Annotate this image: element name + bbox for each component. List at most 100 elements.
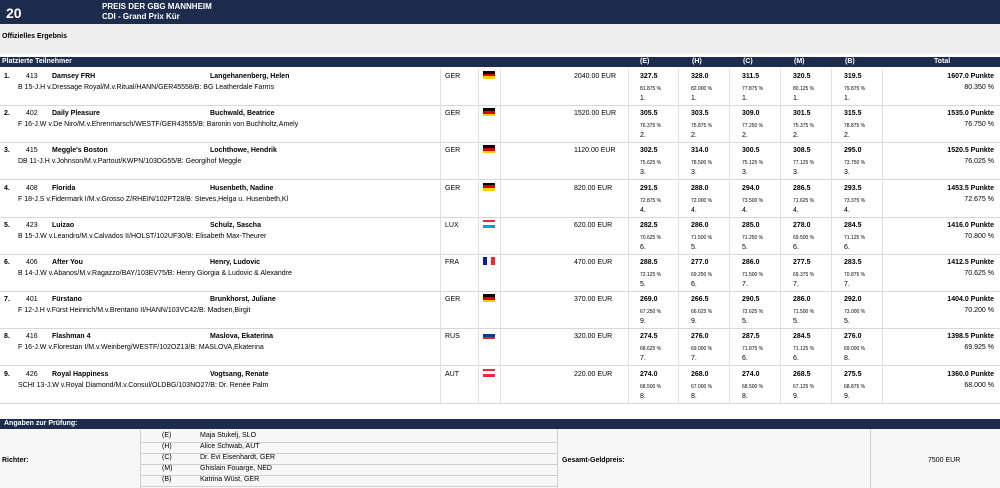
judge-score: 319.5 [844, 73, 862, 80]
judge-score: 300.5 [742, 147, 760, 155]
table-row: 8. 416 Flashman 4 Maslova, Ekaterina RUS 320.… [0, 329, 1000, 367]
judge-rank: 3. [844, 169, 850, 177]
horse-details: F 16-J.W v.De Niro/M.v.Ehrenmarsch/WESTF… [18, 121, 299, 129]
horse-name[interactable]: After You [52, 259, 83, 266]
judge-position: (M) [162, 465, 173, 472]
rider-name[interactable]: Henry, Ludovic [210, 259, 261, 266]
judge-percent: 73.375 % [844, 197, 866, 204]
horse-details: F 12-J.H v.Fürst Heinrich/M.v.Brentano I… [18, 307, 251, 315]
judge-percent: 75.875 % [691, 123, 713, 130]
flag-icon [483, 219, 495, 228]
rider-name[interactable]: Vogtsang, Renate [210, 370, 269, 378]
horse-name[interactable]: Luizao [52, 221, 75, 229]
flag-icon [483, 331, 495, 340]
judge-percent: 81.875 % [640, 86, 662, 92]
judge-score: 283.5 [844, 259, 862, 266]
judge-score: 305.5 [640, 110, 658, 118]
total-points: 1535.0 Punkte [947, 110, 994, 118]
horse-details: SCHI 13-J.W v.Royal Diamond/M.v.Consul/O… [18, 381, 269, 389]
judge-percent: 71.500 % [691, 234, 713, 241]
horse-name[interactable]: Damsey FRH [52, 73, 96, 80]
rider-name[interactable]: Langehanenberg, Helen [210, 73, 290, 80]
horse-name[interactable]: Meggle's Boston [52, 147, 108, 155]
judge-header-h: (H) [692, 58, 702, 65]
judge-percent: 70.625 % [640, 234, 662, 241]
judge-rank: 9. [793, 392, 799, 400]
judge-rank: 8. [742, 392, 748, 400]
judge-score: 290.5 [742, 296, 760, 304]
nation: GER [445, 73, 461, 80]
judge-score: 286.0 [793, 296, 811, 304]
judge-score: 291.5 [640, 184, 658, 192]
placing: 3. [4, 147, 10, 155]
total-percent: 70.625 % [964, 270, 994, 277]
judge-score: 277.0 [691, 259, 709, 266]
total-percent: 72.675 % [964, 195, 994, 203]
judge-percent: 76.375 % [640, 123, 662, 130]
rider-name[interactable]: Lochthowe, Hendrik [210, 147, 277, 155]
judge-percent: 79.875 % [844, 86, 866, 92]
prize-money: 2040.00 EUR [574, 73, 617, 80]
horse-name[interactable]: Royal Happiness [52, 370, 109, 378]
flag-icon [483, 108, 495, 117]
rider-name[interactable]: Schulz, Sascha [210, 221, 261, 229]
horse-name[interactable]: Flashman 4 [52, 333, 91, 341]
judge-score: 276.0 [691, 333, 709, 341]
judge-score: 276.0 [844, 333, 862, 341]
judge-rank: 5. [742, 318, 748, 326]
judge-rank: 6. [742, 355, 748, 363]
judge-rank: 2. [844, 132, 850, 140]
judge-position: (C) [162, 454, 172, 461]
total-points: 1416.0 Punkte [947, 221, 994, 229]
total-points: 1412.5 Punkte [947, 259, 994, 266]
table-row: 6. 406 After You Henry, Ludovic FRA 470.00 EU… [0, 255, 1000, 292]
table-row: 5. 423 Luizao Schulz, Sascha LUX 620.00 EUR B … [0, 217, 1000, 255]
nation: RUS [445, 333, 460, 341]
rider-name[interactable]: Buchwald, Beatrice [210, 110, 275, 118]
judge-score: 284.5 [793, 333, 811, 341]
nation: FRA [445, 259, 459, 266]
horse-name[interactable]: Florida [52, 184, 76, 192]
flag-icon [483, 145, 495, 154]
judge-rank: 5. [742, 243, 748, 251]
footer-header: Angaben zur Prüfung: [0, 419, 1000, 429]
start-number: 402 [26, 110, 38, 118]
horse-name[interactable]: Fürstano [52, 296, 82, 304]
start-number: 423 [26, 221, 38, 229]
judge-rank: 3. [742, 169, 748, 177]
judge-rank: 7. [742, 281, 748, 288]
competition-title: PREIS DER GBG MANNHEIM [102, 2, 212, 11]
judge-name: Alice Schwab, AUT [200, 443, 260, 450]
rider-name[interactable]: Maslova, Ekaterina [210, 333, 274, 341]
judge-rank: 5. [640, 281, 646, 288]
judge-percent: 72.875 % [640, 197, 662, 204]
prize-money: 820.00 EUR [574, 184, 613, 192]
judge-score: 278.0 [793, 221, 811, 229]
placing: 1. [4, 73, 10, 80]
judge-rank: 6. [640, 243, 646, 251]
judge-rank: 5. [793, 318, 799, 326]
judge-score: 266.5 [691, 296, 709, 304]
judge-score: 287.5 [742, 333, 760, 341]
horse-name[interactable]: Daily Pleasure [52, 110, 100, 118]
judge-percent: 70.875 % [844, 272, 866, 278]
start-number: 408 [26, 184, 38, 192]
judge-percent: 68.500 % [742, 383, 764, 390]
prize-money: 470.00 EUR [574, 259, 613, 266]
total-percent: 70.800 % [964, 232, 994, 240]
rider-name[interactable]: Brunkhorst, Juliane [210, 296, 276, 304]
judge-score: 303.5 [691, 110, 709, 118]
judge-percent: 72.625 % [742, 309, 764, 316]
table-row: 7. 401 Fürstano Brunkhorst, Juliane GER 370.0… [0, 292, 1000, 330]
flag-icon [483, 368, 495, 377]
judge-rank: 8. [844, 355, 850, 363]
start-number: 416 [26, 333, 38, 341]
horse-details: F 16-J.W v.Florestan I/M.v.Weinberg/WEST… [18, 344, 264, 352]
judge-score: 284.5 [844, 221, 862, 229]
competition-info: Richter: (E) Maja Stukelj, SLO (H) Alice Sc… [0, 429, 1000, 488]
rider-name[interactable]: Husenbeth, Nadine [210, 184, 274, 192]
judge-rank: 3. [793, 169, 799, 177]
horse-details: DB 11-J.H v.Johnson/M.v.Partout/KWPN/103… [18, 158, 242, 166]
judge-score: 286.0 [691, 221, 709, 229]
judge-score: 286.5 [793, 184, 811, 192]
